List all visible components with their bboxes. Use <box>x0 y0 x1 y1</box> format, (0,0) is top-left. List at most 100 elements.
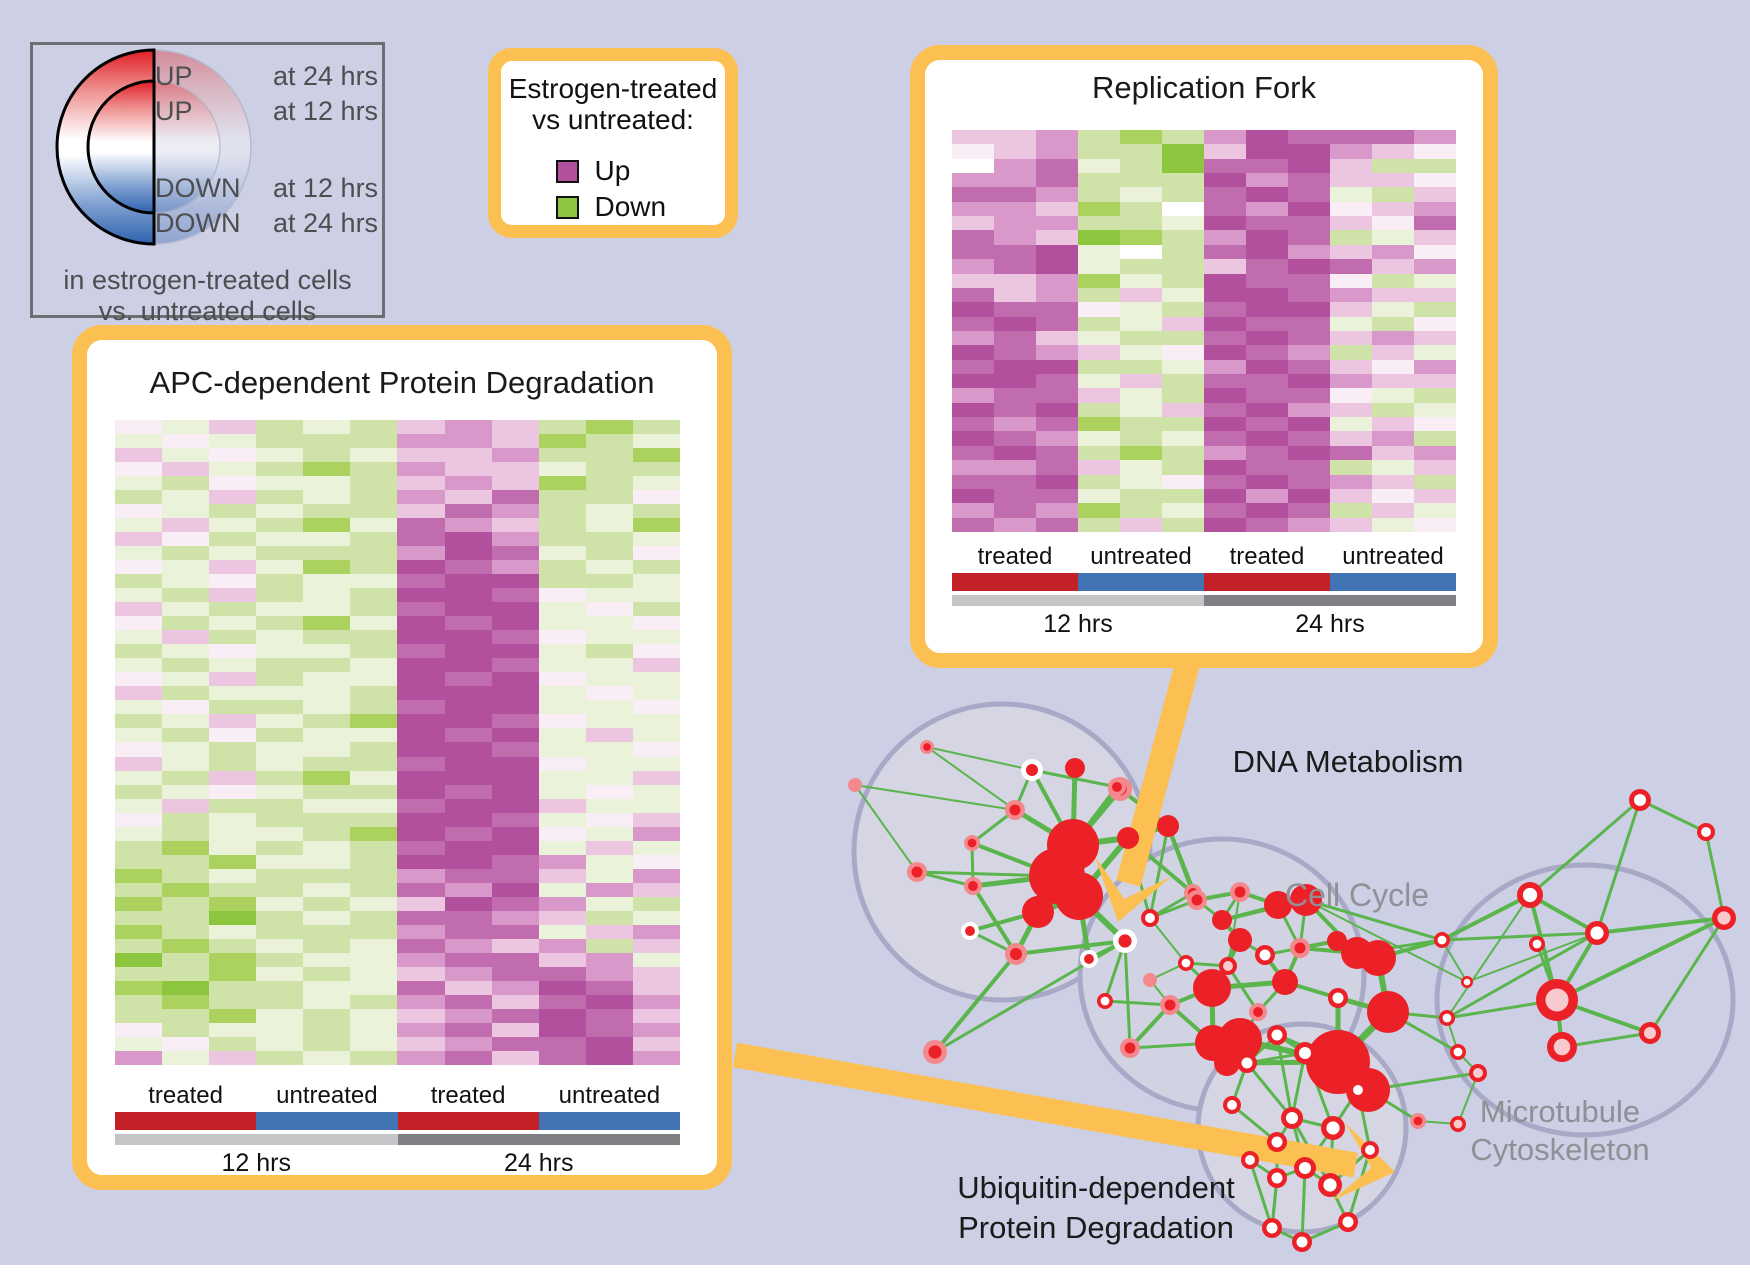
time-label: at 12 hrs <box>273 173 379 203</box>
network-node <box>1292 1232 1312 1252</box>
network-node <box>1117 827 1139 849</box>
network-node-core <box>1717 911 1731 925</box>
network-edge <box>1334 1008 1392 1066</box>
network-edge <box>1126 836 1152 920</box>
network-edge <box>1245 1051 1307 1065</box>
network-node-core <box>1253 1007 1263 1017</box>
network-edge <box>1168 1003 1215 1045</box>
network-edge <box>926 746 1016 811</box>
network-node-core <box>1241 1057 1253 1069</box>
network-node <box>1450 1044 1466 1060</box>
network-node <box>1237 1053 1257 1073</box>
network-node <box>1338 1212 1358 1232</box>
network-node <box>961 922 979 940</box>
network-node <box>1214 1050 1240 1076</box>
group-label: untreated <box>1090 543 1192 570</box>
network-edge <box>1328 1183 1350 1224</box>
network-edge <box>1595 798 1642 935</box>
network-edge <box>1210 1037 1243 1046</box>
network-edge <box>1446 1017 1459 1053</box>
network-node-core <box>1285 1111 1299 1125</box>
network-edge <box>1034 892 1083 916</box>
network-node-core <box>1294 942 1306 954</box>
network-node <box>1255 945 1275 965</box>
network-node <box>1029 848 1085 904</box>
network-node <box>1184 884 1202 902</box>
network-node <box>1346 1068 1390 1112</box>
network-node-core <box>1145 913 1155 923</box>
panel-title: APC-dependent Protein Degradation <box>149 365 655 400</box>
network-node-core <box>1227 1100 1237 1110</box>
network-node <box>1157 815 1179 837</box>
network-edge <box>1076 835 1131 899</box>
network-edge <box>1227 891 1241 967</box>
network-edge <box>1354 950 1381 961</box>
network-node <box>1212 910 1232 930</box>
network-edge <box>1440 893 1532 942</box>
network-node-core <box>1545 988 1569 1012</box>
network-node <box>1349 1081 1367 1099</box>
cluster-label: DNA Metabolism <box>1233 744 1464 779</box>
network-edge <box>1070 765 1078 848</box>
network-edge <box>1069 841 1083 900</box>
network-edge <box>1076 893 1092 962</box>
network-edge <box>933 952 1018 1054</box>
network-node <box>1097 993 1113 1009</box>
network-node <box>1264 891 1292 919</box>
network-node <box>1108 777 1132 801</box>
network-edge <box>1335 939 1359 955</box>
legend-item-down: Down <box>501 191 725 223</box>
network-node <box>1141 909 1159 927</box>
network-node-core <box>1223 961 1233 971</box>
replication-fork-panel: Replication Fork treated untreated treat… <box>910 45 1498 668</box>
cluster-label: Ubiquitin-dependent <box>957 1170 1235 1205</box>
network-edge <box>1220 890 1242 922</box>
bottom-margin <box>0 1265 1750 1279</box>
network-edge <box>1263 953 1287 984</box>
network-node-core <box>1266 1222 1278 1234</box>
network-node <box>1290 938 1310 958</box>
network-edge <box>1070 786 1123 848</box>
network-node-core <box>1025 763 1039 777</box>
time-label-row: 12 hrs 24 hrs <box>952 610 1456 639</box>
network-edge <box>1230 1103 1279 1144</box>
network-node <box>1005 943 1027 965</box>
network-edge <box>1528 798 1642 897</box>
cluster-label: Cell Cycle <box>1285 877 1429 913</box>
network-node <box>1341 937 1373 969</box>
network-node <box>1160 995 1180 1015</box>
network-edge <box>1555 998 1652 1035</box>
network-edge <box>1328 1126 1335 1187</box>
network-edge <box>1275 1166 1307 1180</box>
network-edge <box>1168 986 1214 1007</box>
network-edge <box>1148 891 1195 920</box>
network-node-core <box>1084 954 1094 964</box>
network-edge <box>915 870 1059 878</box>
network-edge <box>1245 1060 1340 1065</box>
network-node-core <box>1113 782 1127 796</box>
network-edge <box>1245 1033 1279 1065</box>
network-edge <box>1125 823 1171 841</box>
network-edge <box>1030 768 1119 789</box>
network-edge <box>1376 938 1444 960</box>
network-node-core <box>1365 1145 1375 1155</box>
network-edge <box>933 939 1127 1054</box>
network-node <box>1218 1018 1262 1062</box>
network-node <box>1360 940 1396 976</box>
network-edge <box>1220 898 1308 922</box>
network-node <box>1450 1116 1466 1132</box>
cluster-circle <box>851 701 1153 1003</box>
network-edge <box>1355 938 1444 955</box>
network-node <box>907 862 927 882</box>
network-edge <box>1256 980 1287 1014</box>
network-edge <box>1303 1126 1335 1170</box>
network-edge <box>1238 890 1280 907</box>
network-node <box>1267 1132 1287 1152</box>
network-node-core <box>1701 827 1711 837</box>
down-label: Down <box>594 191 667 222</box>
network-edge <box>1446 894 1531 1019</box>
up-label: Up <box>594 155 631 186</box>
network-edge <box>1445 931 1599 1020</box>
network-node-core <box>1553 1038 1571 1056</box>
network-edge <box>854 784 1016 811</box>
